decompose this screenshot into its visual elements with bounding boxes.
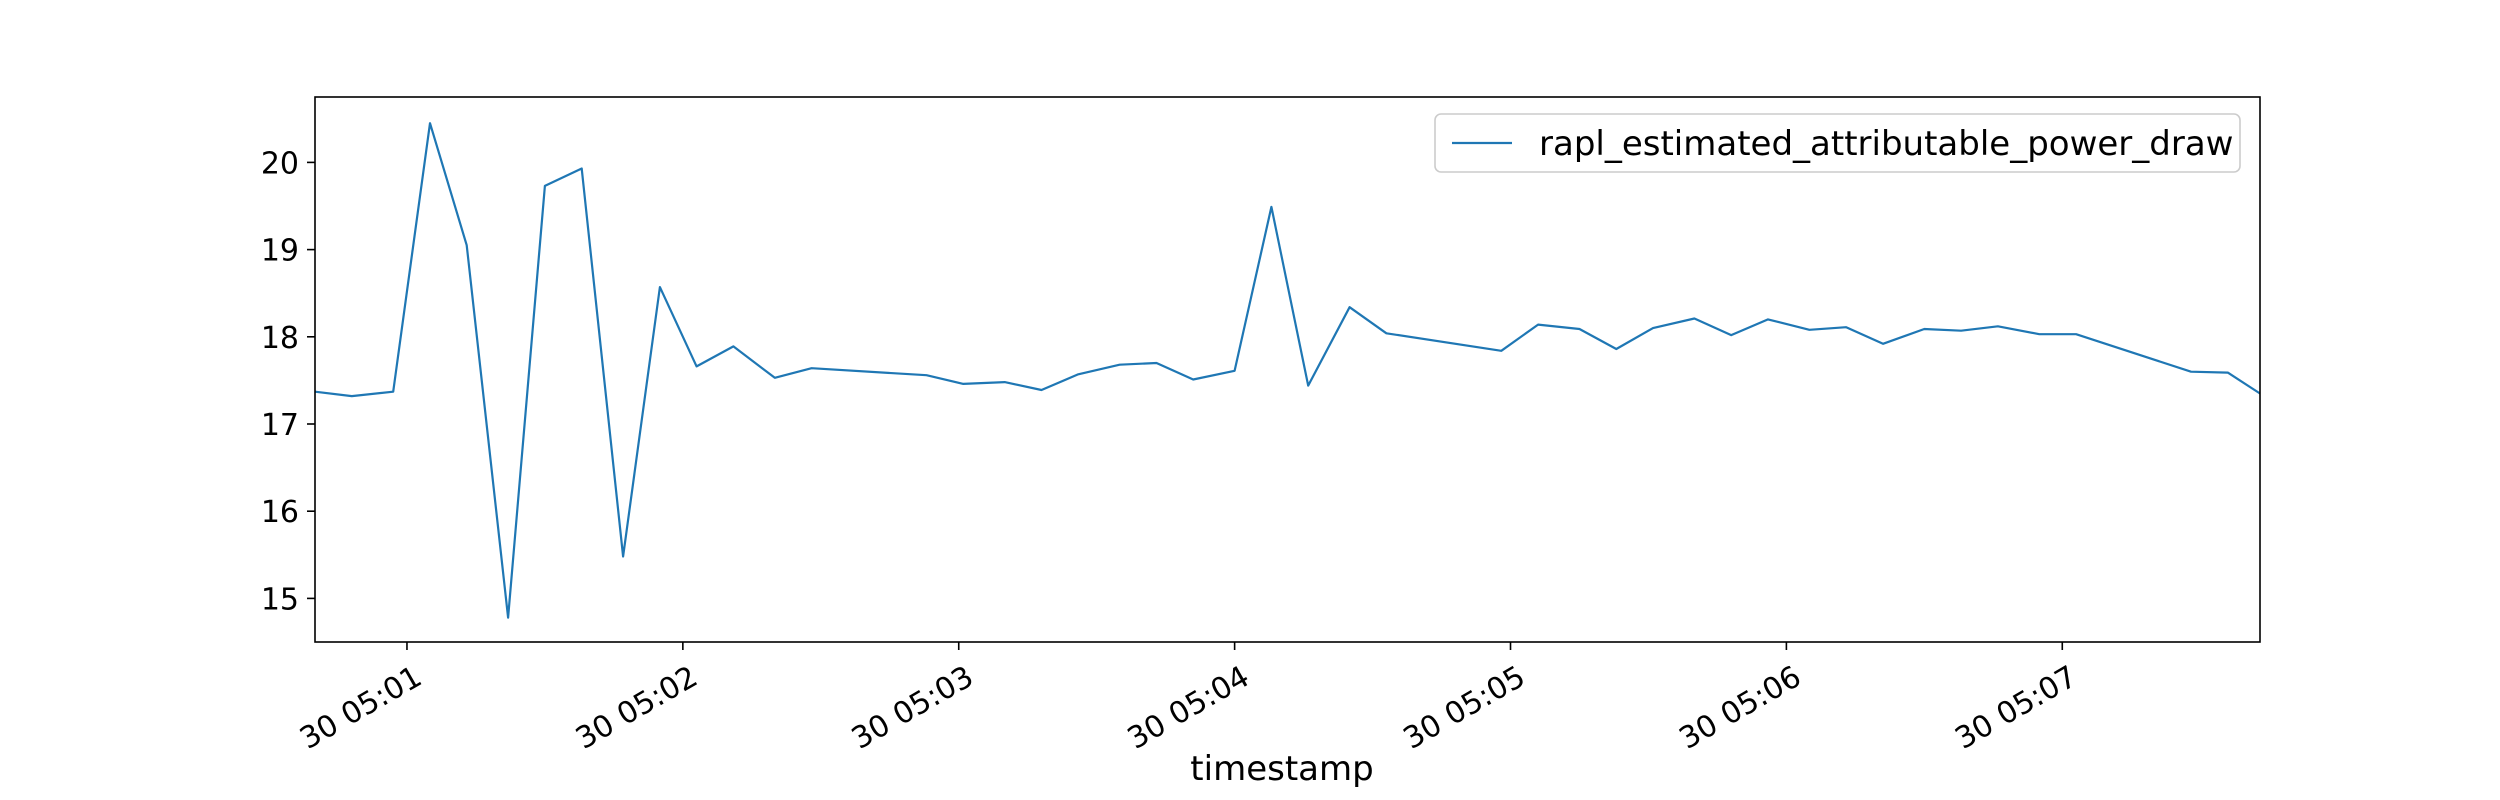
y-tick-label: 17 (261, 408, 299, 443)
y-tick-label: 19 (261, 234, 299, 269)
y-tick-label: 18 (261, 321, 299, 356)
series-layer (314, 122, 2261, 619)
legend-box (1434, 113, 2241, 173)
y-tick-label: 16 (261, 495, 299, 530)
y-axis-ticks: 15 16 17 18 19 20 (261, 146, 315, 617)
x-axis-label: timestamp (1190, 749, 1373, 789)
plot-frame (314, 96, 2261, 643)
legend-label: rapl_estimated_attributable_power_draw (1539, 124, 2234, 164)
y-tick-label: 15 (261, 582, 299, 617)
series-line-0 (314, 122, 2261, 619)
y-tick-label: 20 (261, 146, 299, 181)
legend: rapl_estimated_attributable_power_draw (1434, 113, 2241, 173)
